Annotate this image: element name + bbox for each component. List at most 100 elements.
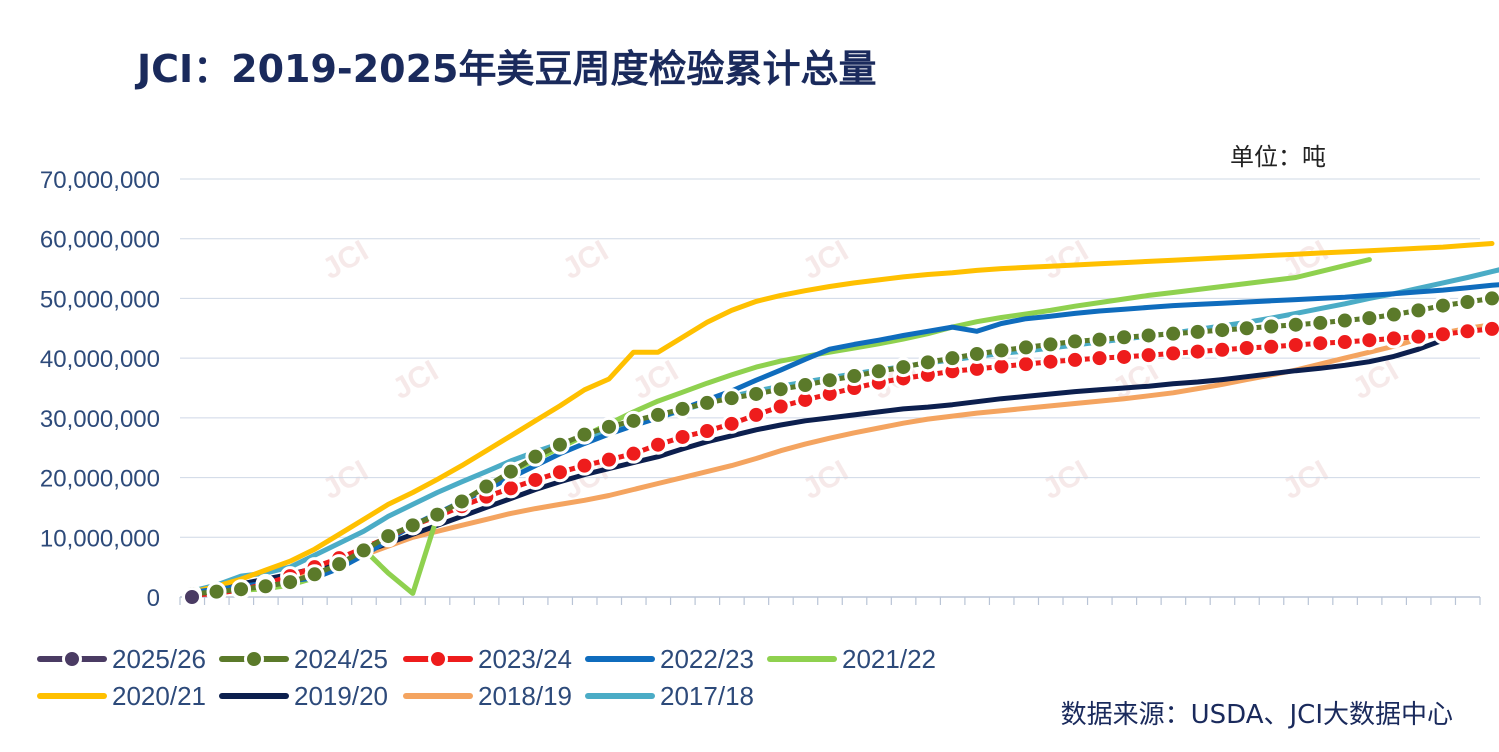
legend-item-2017-18: 2017/18 [585, 681, 754, 711]
point-2024-25-21 [697, 392, 718, 413]
point-2023-24-42 [1212, 339, 1233, 360]
point-2024-25-33 [991, 340, 1012, 361]
point-2024-25-43 [1236, 318, 1257, 339]
point-2024-25-44 [1261, 316, 1282, 337]
point-2024-25-40 [1163, 323, 1184, 344]
point-2024-25-41 [1187, 321, 1208, 342]
watermark-10: JCI [317, 454, 374, 506]
point-2023-24-48 [1359, 330, 1380, 351]
legend-label-2024-25: 2024/25 [294, 644, 388, 674]
legend-marker-2023-24 [428, 649, 448, 669]
point-2024-25-7 [353, 540, 374, 561]
series-2020-21 [189, 241, 1495, 595]
point-2023-24-44 [1261, 336, 1282, 357]
point-2024-25-18 [623, 410, 644, 431]
legend-label-2022-23: 2022/23 [660, 644, 754, 674]
point-2024-25-9 [402, 515, 423, 536]
point-2024-25-34 [1015, 337, 1036, 358]
point-2024-25-45 [1285, 314, 1306, 335]
point-2024-25-25 [795, 375, 816, 396]
point-2024-25-10 [427, 504, 448, 525]
series-2021-22 [189, 257, 1372, 597]
legend-label-2025-26: 2025/26 [112, 644, 206, 674]
point-2023-24-53 [1482, 318, 1499, 339]
point-2024-25-3 [255, 576, 276, 597]
point-2024-25-32 [966, 343, 987, 364]
point-2023-24-49 [1383, 328, 1404, 349]
legend-marker-2025-26 [62, 649, 82, 669]
point-2023-24-50 [1408, 326, 1429, 347]
point-2024-25-29 [893, 357, 914, 378]
point-2023-24-21 [697, 420, 718, 441]
point-2024-25-2 [231, 579, 252, 600]
point-2023-24-18 [623, 443, 644, 464]
watermark-6: JCI [627, 354, 684, 406]
y-tick-label-7: 70,000,000 [40, 167, 160, 194]
series-2019-20 [189, 337, 1446, 595]
unit-label: 单位：吨 [1230, 143, 1326, 171]
point-2024-25-22 [721, 388, 742, 409]
point-2023-24-38 [1114, 346, 1135, 367]
x-axis [179, 596, 1481, 605]
point-2024-25-5 [304, 564, 325, 585]
legend-label-2017-18: 2017/18 [660, 681, 754, 711]
point-2023-24-24 [770, 396, 791, 417]
watermark-12: JCI [797, 454, 854, 506]
y-tick-label-3: 30,000,000 [40, 406, 160, 433]
point-2024-25-24 [770, 379, 791, 400]
point-2024-25-4 [280, 572, 301, 593]
point-2024-25-48 [1359, 308, 1380, 329]
point-2025-26-0 [182, 587, 202, 607]
point-2023-24-36 [1065, 349, 1086, 370]
y-tick-label-1: 10,000,000 [40, 525, 160, 552]
point-2023-24-41 [1187, 341, 1208, 362]
legend-item-2024-25: 2024/25 [219, 644, 388, 674]
watermark-14: JCI [1277, 454, 1334, 506]
watermark-0: JCI [317, 234, 374, 286]
legend-marker-2024-25 [244, 649, 264, 669]
point-2023-24-34 [1015, 354, 1036, 375]
chart-title: JCI：2019-2025年美豆周度检验累计总量 [134, 47, 876, 91]
point-2023-24-33 [991, 356, 1012, 377]
legend-item-2022-23: 2022/23 [585, 644, 754, 674]
point-2024-25-16 [574, 424, 595, 445]
point-2024-25-35 [1040, 334, 1061, 355]
point-2023-24-47 [1334, 332, 1355, 353]
point-2023-24-14 [525, 469, 546, 490]
watermark-5: JCI [387, 354, 444, 406]
legend: 2025/26 2024/25 2023/24 2022/23 2021/22 2020/… [37, 644, 936, 711]
plot-area [182, 241, 1499, 607]
watermark-13: JCI [1037, 454, 1094, 506]
legend-item-2019-20: 2019/20 [219, 681, 388, 711]
point-2023-24-13 [500, 478, 521, 499]
series-line-2019-20 [189, 337, 1446, 595]
point-2024-25-47 [1334, 310, 1355, 331]
series-line-2018-19 [189, 322, 1495, 595]
point-2023-24-40 [1163, 343, 1184, 364]
y-tick-label-4: 40,000,000 [40, 346, 160, 373]
point-2023-24-22 [721, 413, 742, 434]
point-2024-25-8 [378, 526, 399, 547]
point-2024-25-14 [525, 446, 546, 467]
point-2023-24-46 [1310, 333, 1331, 354]
point-2024-25-39 [1138, 325, 1159, 346]
series-line-2020-21 [189, 241, 1495, 595]
y-tick-label-2: 20,000,000 [40, 466, 160, 493]
point-2023-24-23 [746, 404, 767, 425]
series-line-2021-22 [189, 257, 1372, 597]
point-2024-25-28 [868, 361, 889, 382]
point-2024-25-6 [329, 554, 350, 575]
legend-item-2025-26: 2025/26 [37, 644, 206, 674]
point-2023-24-43 [1236, 337, 1257, 358]
legend-item-2020-21: 2020/21 [37, 681, 206, 711]
series-2018-19 [189, 322, 1495, 595]
point-2024-25-52 [1457, 292, 1478, 313]
point-2024-25-23 [746, 383, 767, 404]
legend-label-2021-22: 2021/22 [842, 644, 936, 674]
point-2024-25-20 [672, 398, 693, 419]
point-2024-25-38 [1114, 327, 1135, 348]
point-2024-25-46 [1310, 312, 1331, 333]
point-2024-25-11 [451, 491, 472, 512]
point-2023-24-35 [1040, 351, 1061, 372]
legend-label-2020-21: 2020/21 [112, 681, 206, 711]
